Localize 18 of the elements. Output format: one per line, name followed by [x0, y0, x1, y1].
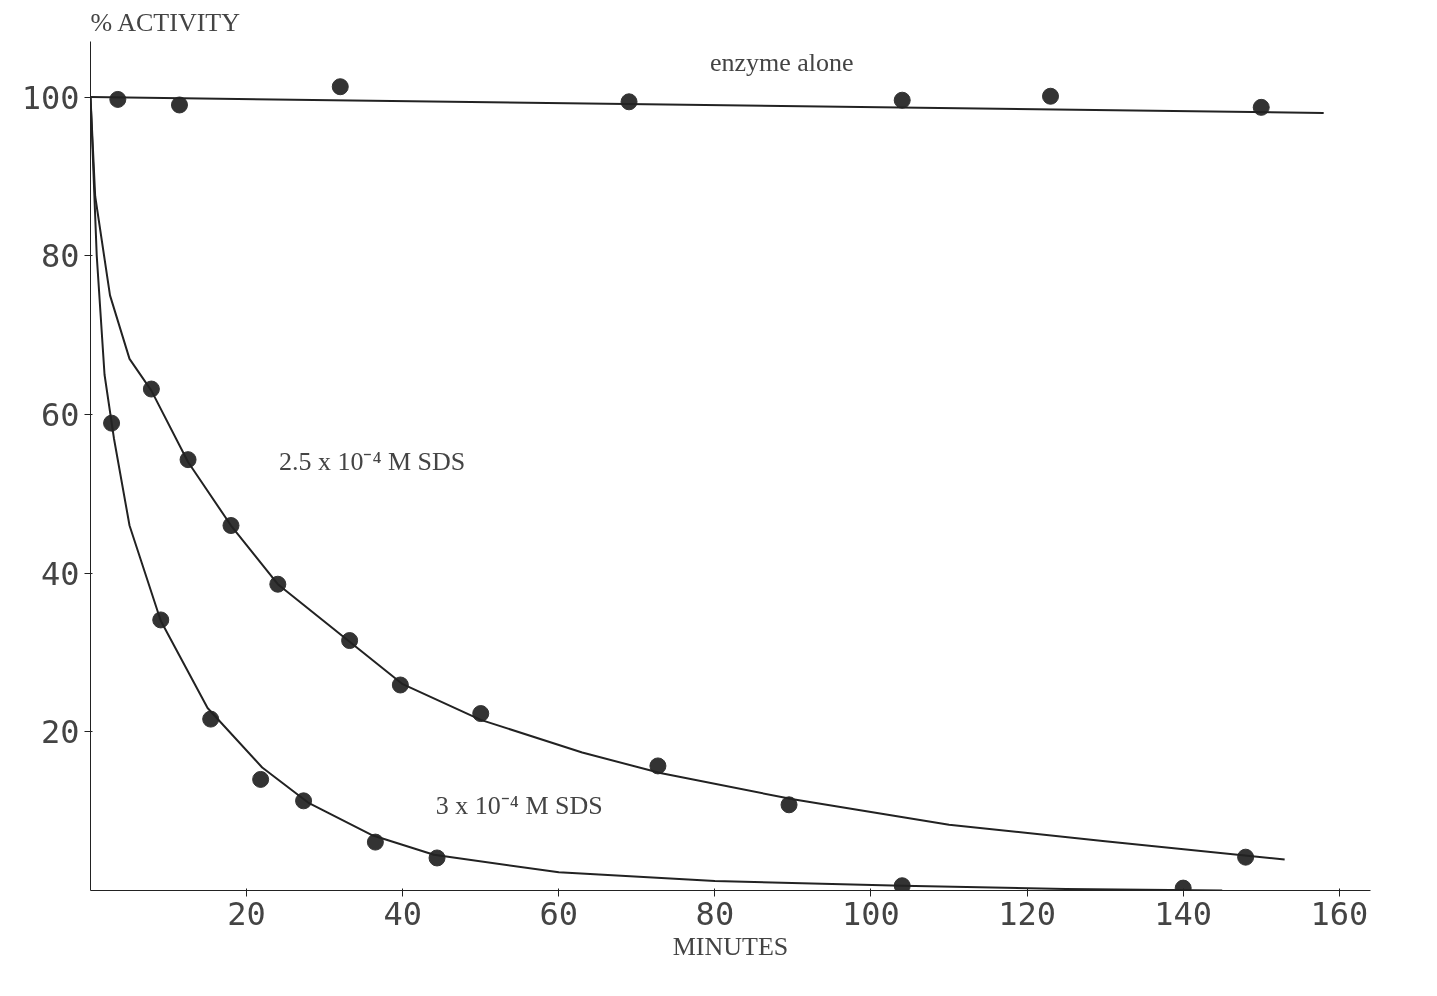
- x-tick-label: 60: [539, 894, 579, 933]
- x-axis-title: MINUTES: [672, 931, 789, 961]
- x-tick-label: 40: [383, 894, 422, 933]
- annotation: 3 x 10⁻⁴ M SDS: [435, 791, 603, 821]
- x-tick-label: 20: [227, 894, 266, 933]
- annotation: 2.5 x 10⁻⁴ M SDS: [278, 447, 466, 477]
- x-tick-label: 140: [1154, 894, 1213, 933]
- x-tick-label: 160: [1310, 894, 1369, 933]
- x-tick-label: 80: [695, 894, 735, 933]
- y-tick-label: 40: [40, 554, 80, 593]
- y-tick-label: 60: [40, 395, 80, 434]
- annotation: enzyme alone: [709, 48, 854, 78]
- y-axis-title: % ACTIVITY: [90, 7, 241, 37]
- y-tick-label: 20: [40, 713, 80, 752]
- x-tick-label: 100: [842, 894, 900, 933]
- y-tick-label: 80: [40, 237, 80, 276]
- y-tick-label: 100: [21, 78, 80, 117]
- x-tick-label: 120: [998, 894, 1056, 933]
